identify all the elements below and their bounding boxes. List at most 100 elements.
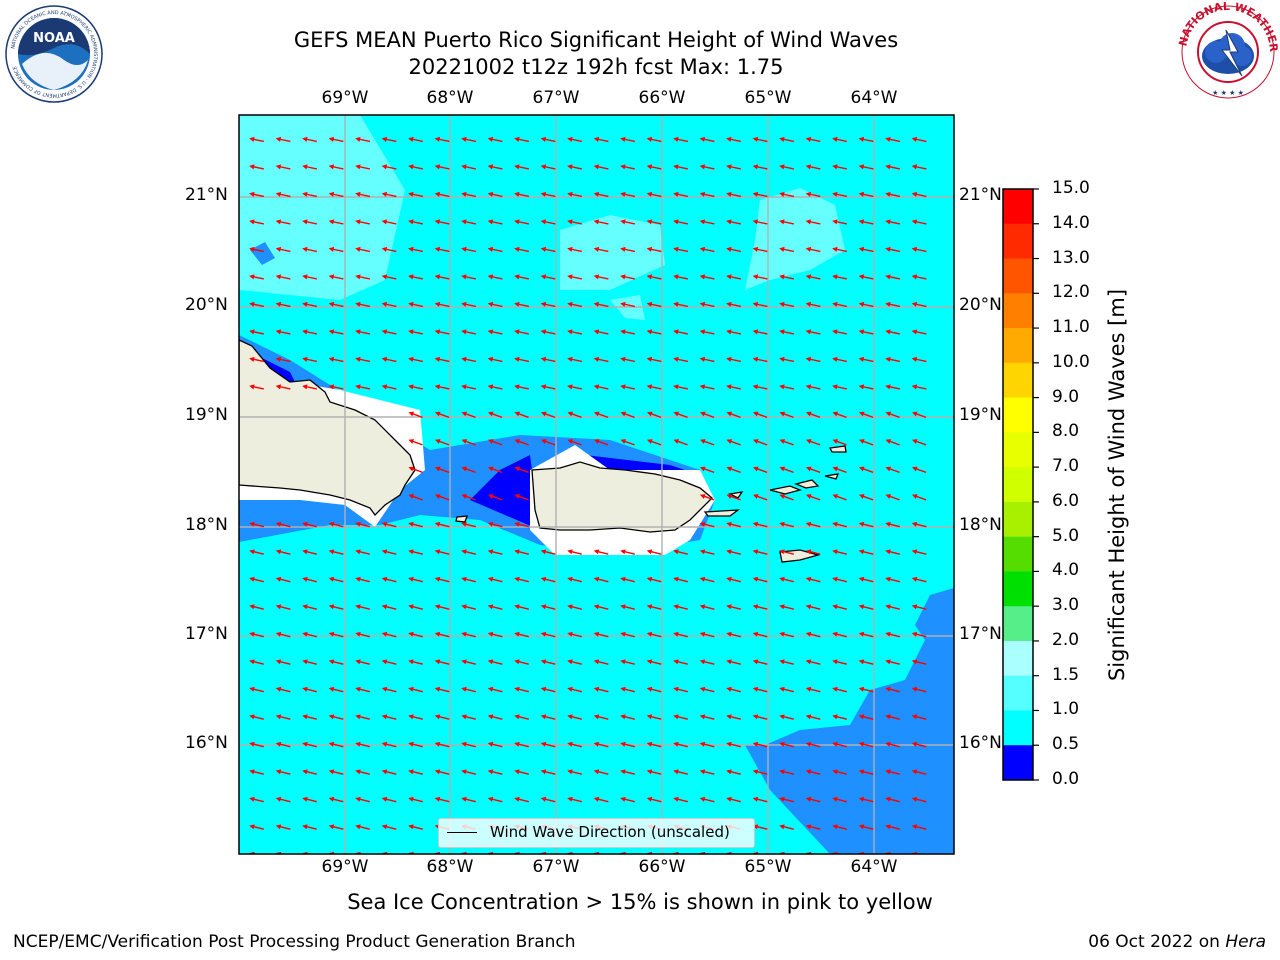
wave-arrow (461, 439, 476, 446)
wave-arrow (461, 659, 476, 665)
wave-arrow (408, 164, 423, 170)
wave-arrow (832, 549, 847, 555)
colorbar-segment (1003, 189, 1033, 225)
wave-arrow (911, 191, 927, 198)
wave-arrow (832, 631, 847, 638)
wave-arrow (673, 164, 688, 170)
wave-arrow (408, 686, 423, 693)
wave-arrow (752, 576, 768, 583)
wave-arrow (275, 741, 291, 748)
wave-arrow (275, 274, 291, 280)
colorbar-label: Significant Height of Wind Waves [m] (1105, 288, 1129, 682)
wave-arrow (381, 246, 397, 253)
wave-arrow (567, 604, 582, 610)
wave-arrow (805, 796, 821, 803)
svg-text:★ ★ ★ ★: ★ ★ ★ ★ (1212, 89, 1244, 97)
wave-arrow (514, 796, 529, 803)
wave-arrow (673, 576, 688, 583)
wave-arrow (434, 164, 450, 170)
wave-arrow (487, 219, 503, 225)
wave-arrow (540, 329, 556, 335)
wave-arrow (911, 384, 927, 390)
wave-arrow (885, 769, 900, 775)
wave-arrow (885, 136, 900, 143)
wave-arrow (646, 219, 662, 225)
wave-arrow (249, 824, 264, 830)
wave-arrow (275, 329, 291, 335)
wave-arrow (540, 769, 556, 775)
wave-arrow (461, 384, 476, 390)
wave-arrow (567, 164, 582, 170)
wave-arrow (673, 604, 688, 610)
wave-arrow (408, 741, 423, 748)
wave-arrow (805, 466, 821, 474)
wave-arrow (540, 411, 556, 419)
wave-arrow (514, 494, 529, 501)
wave-arrow (752, 164, 768, 170)
wave-arrow (461, 576, 476, 583)
wave-arrow (593, 659, 609, 665)
wave-arrow (249, 384, 264, 390)
wave-arrow (805, 769, 821, 775)
wave-arrow (328, 824, 344, 830)
wave-arrow (805, 851, 821, 854)
wave-arrow (408, 219, 423, 225)
wave-arrow (726, 356, 741, 363)
wave-arrow (434, 576, 450, 583)
wave-arrow (461, 219, 476, 225)
wave-arrow (620, 714, 635, 720)
wave-arrow (752, 714, 768, 720)
wave-arrow (275, 824, 291, 830)
wave-arrow (355, 604, 370, 610)
wave-arrow (620, 411, 635, 419)
wave-arrow (858, 466, 874, 474)
colorbar-segment (1003, 467, 1033, 503)
wave-arrow (249, 301, 264, 308)
wave-arrow (487, 136, 503, 143)
land-virgin-gorda (824, 473, 840, 480)
lat-label-right: 17°N (959, 624, 1002, 644)
wave-arrow (779, 741, 794, 748)
wave-arrow (832, 521, 847, 528)
wave-arrow (249, 191, 264, 198)
wave-arrow (646, 329, 662, 335)
wave-arrow (752, 796, 768, 803)
wave-arrow (434, 246, 450, 253)
colorbar-segment (1003, 328, 1033, 364)
wave-arrow (593, 164, 609, 170)
colorbar-segment (1003, 536, 1033, 572)
wave-arrow (567, 686, 582, 693)
wave-arrow (752, 191, 768, 198)
wave-arrow (699, 356, 715, 363)
wave-arrow (567, 136, 582, 143)
wave-arrow (911, 439, 927, 446)
wave-arrow (911, 164, 927, 170)
wave-arrow (646, 576, 662, 583)
wave-arrow (726, 769, 741, 775)
wave-arrow (699, 219, 715, 225)
wave-arrow (832, 219, 847, 225)
wave-arrow (355, 329, 370, 335)
colorbar-tick-label: 7.0 (1052, 456, 1080, 477)
wave-arrow (858, 411, 874, 419)
wave-arrow (593, 741, 609, 748)
wave-arrow (461, 741, 476, 748)
wave-arrow (487, 851, 503, 854)
wave-arrow (805, 824, 821, 830)
wave-arrow (249, 659, 264, 665)
wave-arrow (302, 796, 317, 803)
wave-arrow (620, 136, 635, 143)
wave-arrow (752, 851, 768, 854)
wave-arrow (487, 246, 503, 253)
wave-arrow (911, 824, 927, 830)
wave-arrow (355, 796, 370, 803)
wave-arrow (567, 356, 582, 363)
wave-arrow (858, 851, 874, 854)
wave-arrow (461, 769, 476, 775)
wave-arrow (646, 686, 662, 693)
wave-arrow (567, 741, 582, 748)
sea-ice-note: Sea Ice Concentration > 15% is shown in … (347, 890, 933, 914)
wave-arrow (832, 851, 847, 854)
wave-arrow (567, 219, 582, 225)
lon-label-top: 68°W (426, 88, 474, 108)
